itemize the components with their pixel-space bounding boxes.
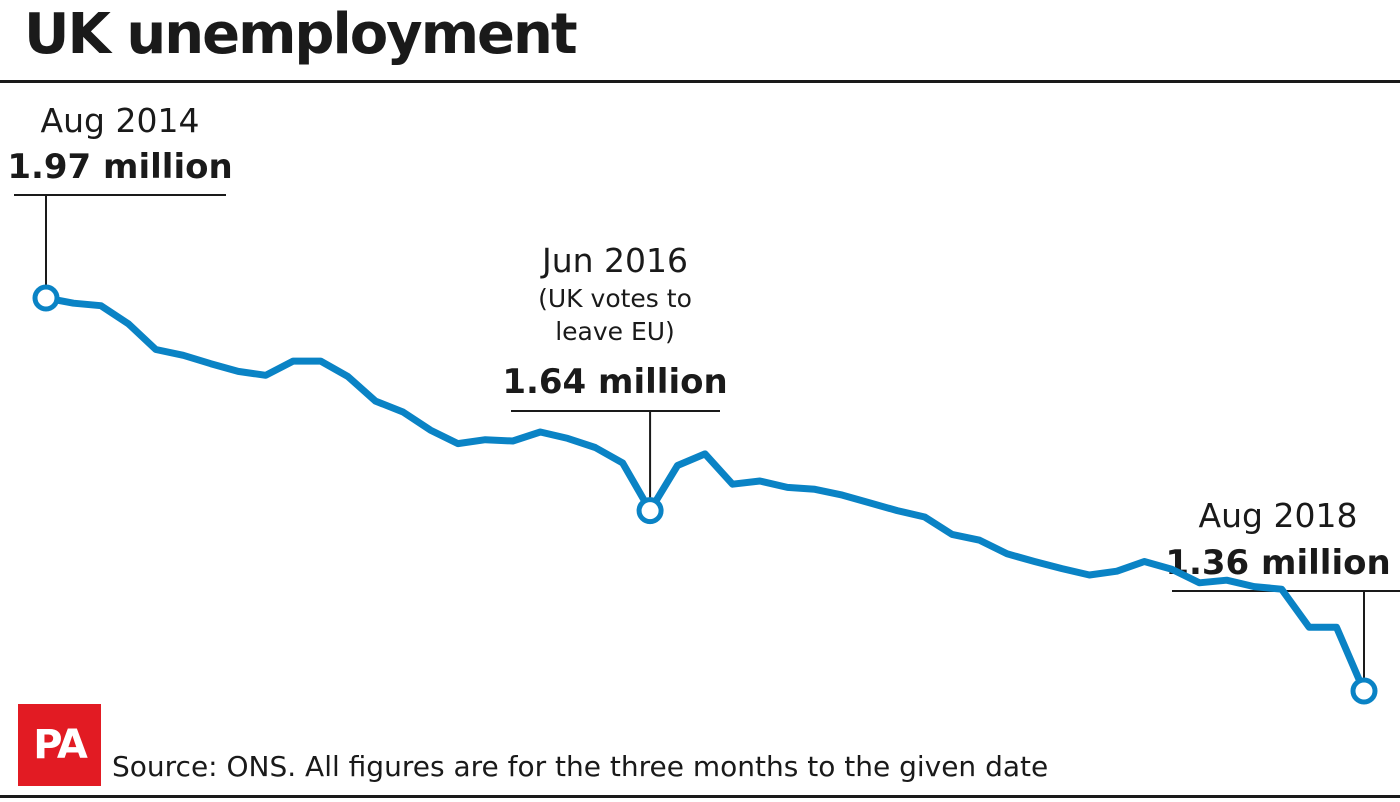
data-point-marker [636, 497, 664, 525]
annotation-note: (UK votes to [538, 284, 692, 313]
pa-logo: PA [18, 704, 101, 786]
bottom-divider [0, 795, 1400, 798]
annotation-value: 1.64 million [502, 362, 727, 402]
markers-layer [32, 284, 1378, 705]
annotation-date: Aug 2014 [41, 101, 200, 140]
source-note: Source: ONS. All figures are for the thr… [112, 750, 1049, 783]
annotation-value: 1.97 million [7, 147, 232, 187]
annotation-date: Aug 2018 [1199, 496, 1358, 535]
data-point-marker [32, 284, 60, 312]
annotation-value: 1.36 million [1165, 543, 1390, 583]
unemployment-series-line [42, 294, 1368, 695]
annotation-aug-2018: Aug 2018 1.36 million [1165, 496, 1400, 679]
annotation-date: Jun 2016 [540, 241, 688, 280]
data-point-marker [1350, 677, 1378, 705]
chart-title: UK unemployment [24, 2, 578, 67]
annotation-aug-2014: Aug 2014 1.97 million [7, 101, 233, 286]
series-layer [42, 294, 1368, 695]
annotation-jun-2016: Jun 2016 (UK votes to leave EU) 1.64 millio… [502, 241, 728, 499]
annotations-layer: Aug 2014 1.97 million Jun 2016 (UK votes to… [7, 101, 1400, 679]
title-divider [0, 80, 1400, 83]
annotation-note: leave EU) [555, 317, 675, 346]
